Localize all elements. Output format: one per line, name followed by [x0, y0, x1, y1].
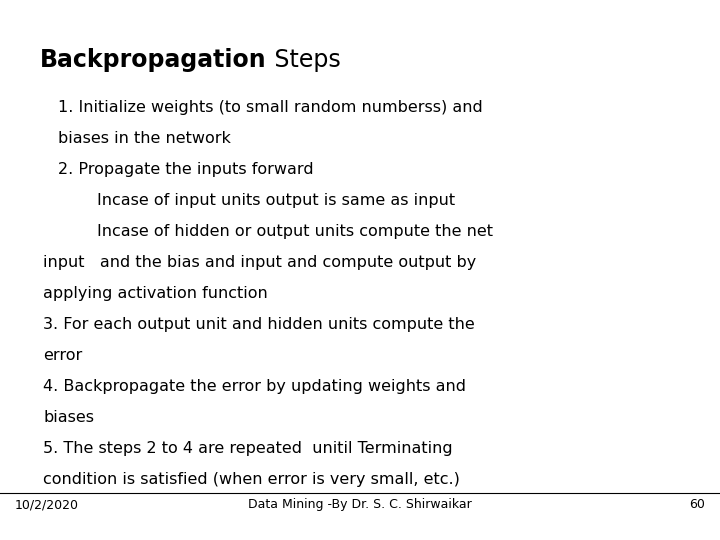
Text: 3. For each output unit and hidden units compute the: 3. For each output unit and hidden units… — [43, 317, 475, 332]
Text: 60: 60 — [689, 498, 705, 511]
Text: error: error — [43, 348, 83, 363]
Text: Backpropagation: Backpropagation — [40, 48, 266, 72]
Text: 2. Propagate the inputs forward: 2. Propagate the inputs forward — [58, 162, 313, 177]
Text: Data Mining -By Dr. S. C. Shirwaikar: Data Mining -By Dr. S. C. Shirwaikar — [248, 498, 472, 511]
Text: biases in the network: biases in the network — [58, 131, 230, 146]
Text: Incase of hidden or output units compute the net: Incase of hidden or output units compute… — [97, 224, 493, 239]
Text: 10/2/2020: 10/2/2020 — [15, 498, 79, 511]
Text: Steps: Steps — [266, 48, 341, 72]
Text: applying activation function: applying activation function — [43, 286, 268, 301]
Text: biases: biases — [43, 410, 94, 425]
Text: 4. Backpropagate the error by updating weights and: 4. Backpropagate the error by updating w… — [43, 379, 467, 394]
Text: 5. The steps 2 to 4 are repeated  unitil Terminating: 5. The steps 2 to 4 are repeated unitil … — [43, 441, 453, 456]
Text: 1. Initialize weights (to small random numberss) and: 1. Initialize weights (to small random n… — [58, 100, 482, 115]
Text: condition is satisfied (when error is very small, etc.): condition is satisfied (when error is ve… — [43, 472, 460, 487]
Text: input   and the bias and input and compute output by: input and the bias and input and compute… — [43, 255, 477, 270]
Text: Incase of input units output is same as input: Incase of input units output is same as … — [97, 193, 455, 208]
